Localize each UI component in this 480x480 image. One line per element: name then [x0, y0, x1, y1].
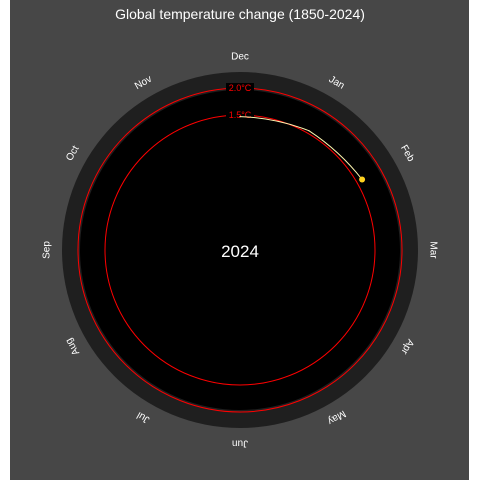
series-current-point — [359, 176, 366, 183]
month-label-dec: Dec — [231, 52, 249, 63]
ring-label: 2.0°C — [229, 83, 252, 93]
temperature-rings: 1.5°C 2.0°C — [77, 83, 403, 413]
chart-title: Global temperature change (1850-2024) — [115, 6, 365, 22]
month-label-mar: Mar — [428, 241, 439, 259]
year-label: 2024 — [221, 242, 259, 261]
dial-inner-disc — [80, 90, 400, 410]
temperature-series — [239, 116, 366, 183]
ring-label-background — [226, 83, 254, 93]
month-label-sep: Sep — [42, 241, 53, 259]
series-point — [308, 130, 310, 132]
ring-label: 1.5°C — [229, 110, 252, 120]
ring-label-background — [226, 110, 254, 120]
series-point — [239, 116, 241, 118]
month-label-jun: Jun — [232, 438, 248, 449]
